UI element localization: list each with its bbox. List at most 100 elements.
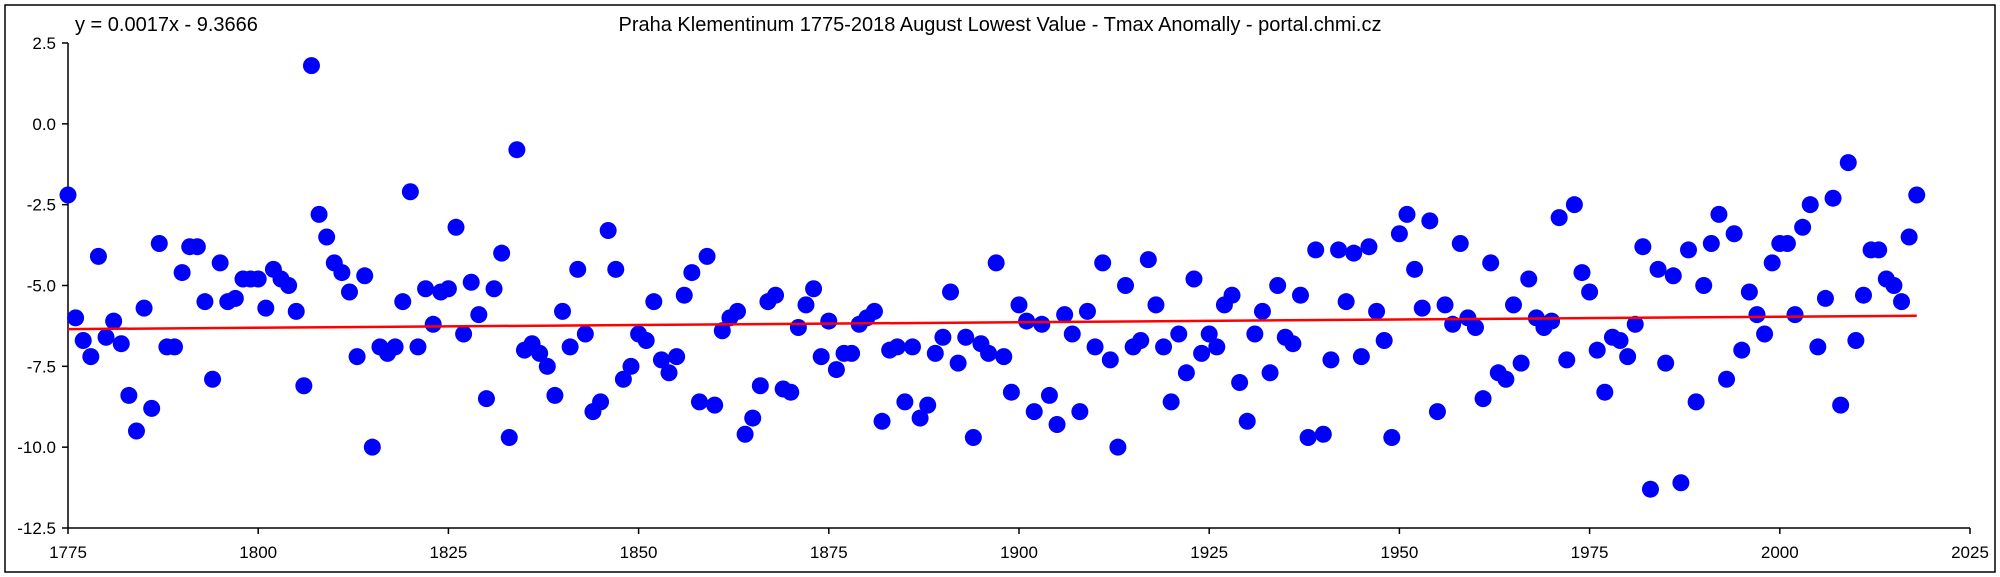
data-point bbox=[1687, 393, 1705, 411]
y-tick-label: -7.5 bbox=[27, 357, 56, 376]
data-point bbox=[1520, 270, 1538, 288]
data-point bbox=[660, 364, 678, 382]
chart-title: Praha Klementinum 1775-2018 August Lowes… bbox=[619, 14, 1382, 36]
data-point bbox=[1223, 286, 1241, 304]
data-point bbox=[812, 348, 830, 366]
data-point bbox=[363, 438, 381, 456]
data-point bbox=[1558, 351, 1576, 369]
data-point bbox=[348, 348, 366, 366]
data-point bbox=[1474, 390, 1492, 408]
data-point bbox=[462, 273, 480, 291]
data-point bbox=[690, 393, 708, 411]
data-point bbox=[1238, 412, 1256, 430]
x-tick-label: 1825 bbox=[429, 543, 467, 562]
data-point bbox=[599, 222, 617, 240]
data-point bbox=[820, 312, 838, 330]
data-point bbox=[211, 254, 229, 272]
data-point bbox=[873, 412, 891, 430]
data-point bbox=[409, 338, 427, 356]
data-points bbox=[59, 57, 1926, 498]
data-point bbox=[1162, 393, 1180, 411]
data-point bbox=[805, 280, 823, 298]
data-point bbox=[843, 344, 861, 362]
data-point bbox=[592, 393, 610, 411]
x-tick-label: 1875 bbox=[810, 543, 848, 562]
data-point bbox=[226, 289, 244, 307]
data-point bbox=[767, 286, 785, 304]
data-point bbox=[1870, 241, 1888, 259]
data-point bbox=[1748, 306, 1766, 324]
data-point bbox=[447, 218, 465, 236]
data-point bbox=[1710, 205, 1728, 223]
data-point bbox=[1740, 283, 1758, 301]
data-point bbox=[1269, 277, 1287, 294]
data-point bbox=[508, 141, 526, 159]
data-point bbox=[1193, 344, 1211, 362]
data-point bbox=[1581, 283, 1599, 301]
data-point bbox=[683, 264, 701, 282]
data-point bbox=[576, 325, 594, 343]
data-point bbox=[1718, 370, 1736, 388]
data-point bbox=[1680, 241, 1698, 259]
data-point bbox=[1117, 277, 1135, 294]
data-point bbox=[1139, 251, 1157, 269]
data-point bbox=[1208, 338, 1226, 356]
data-point bbox=[911, 409, 929, 427]
data-point bbox=[1725, 225, 1743, 243]
data-point bbox=[1505, 296, 1523, 314]
data-point bbox=[97, 328, 115, 346]
data-point bbox=[493, 244, 511, 262]
data-point bbox=[1497, 370, 1515, 388]
x-tick-label: 1950 bbox=[1380, 543, 1418, 562]
data-point bbox=[1307, 241, 1325, 259]
data-point bbox=[1101, 351, 1119, 369]
data-point bbox=[964, 428, 982, 446]
data-point bbox=[987, 254, 1005, 272]
data-point bbox=[1596, 383, 1614, 401]
data-point bbox=[1588, 341, 1606, 359]
data-point bbox=[1900, 228, 1918, 246]
data-point bbox=[698, 247, 716, 265]
data-point bbox=[1094, 254, 1112, 272]
data-point bbox=[1299, 428, 1317, 446]
data-point bbox=[713, 322, 731, 340]
data-point bbox=[1025, 403, 1043, 421]
data-point bbox=[1170, 325, 1188, 343]
data-point bbox=[1619, 348, 1637, 366]
data-point bbox=[143, 399, 161, 417]
data-point bbox=[1398, 205, 1416, 223]
data-point bbox=[949, 354, 967, 372]
data-point bbox=[1702, 234, 1720, 252]
data-point bbox=[1253, 302, 1271, 320]
data-point bbox=[1428, 403, 1446, 421]
data-point bbox=[1200, 325, 1218, 343]
data-point bbox=[1406, 260, 1424, 278]
data-point bbox=[1177, 364, 1195, 382]
data-point bbox=[934, 328, 952, 346]
data-point bbox=[500, 428, 518, 446]
data-point bbox=[1071, 403, 1089, 421]
data-point bbox=[89, 247, 107, 265]
data-point bbox=[1733, 341, 1751, 359]
data-point bbox=[782, 383, 800, 401]
data-point bbox=[394, 293, 412, 311]
x-tick-label: 1775 bbox=[49, 543, 87, 562]
data-point bbox=[1383, 428, 1401, 446]
data-point bbox=[1641, 480, 1659, 498]
data-point bbox=[127, 422, 145, 440]
data-point bbox=[188, 238, 206, 256]
data-point bbox=[607, 260, 625, 278]
data-point bbox=[751, 377, 769, 395]
data-point bbox=[295, 377, 313, 395]
data-point bbox=[622, 357, 640, 375]
data-point bbox=[614, 370, 632, 388]
data-point bbox=[333, 264, 351, 282]
data-point bbox=[318, 228, 336, 246]
data-point bbox=[1314, 425, 1332, 443]
data-point bbox=[1824, 189, 1842, 207]
data-point bbox=[789, 319, 807, 337]
data-point bbox=[1664, 267, 1682, 285]
data-point bbox=[120, 386, 138, 404]
